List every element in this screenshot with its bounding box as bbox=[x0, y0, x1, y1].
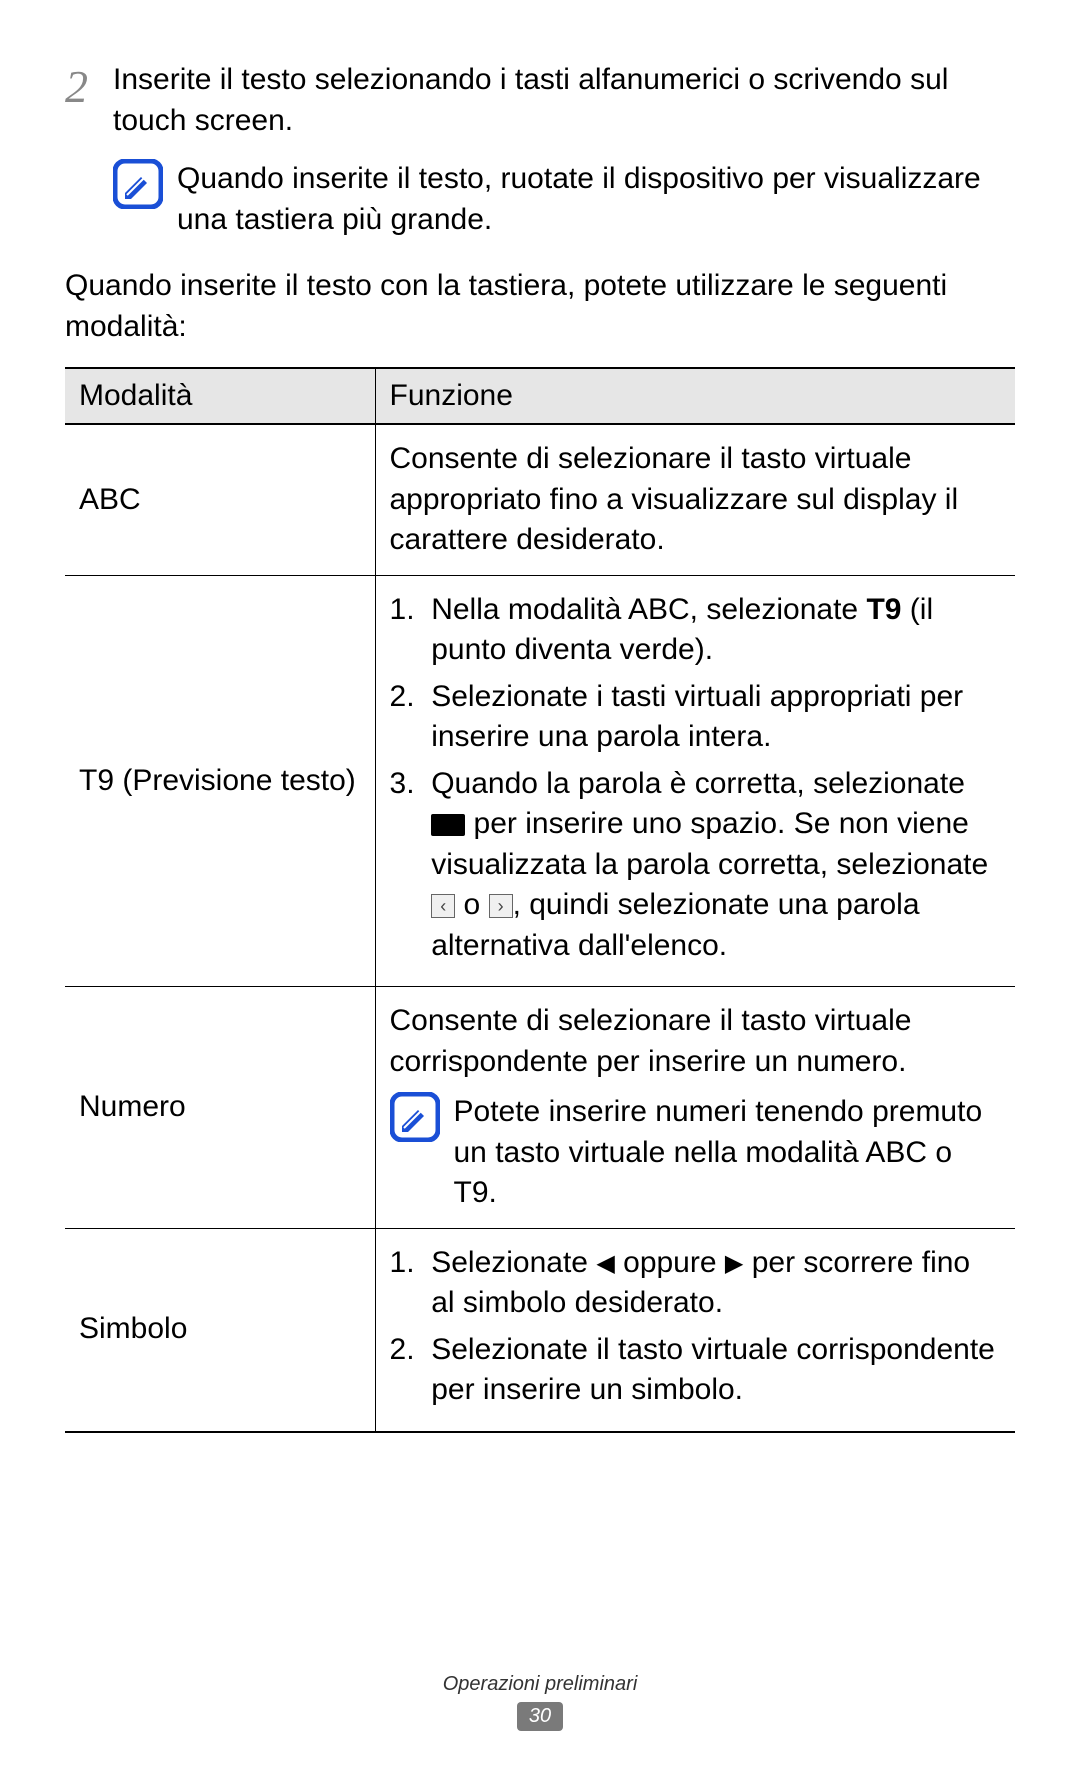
table-row: T9 (Previsione testo) Nella modalità ABC… bbox=[65, 575, 1015, 987]
list-item: Selezionate i tasti virtuali appropriati… bbox=[390, 677, 1002, 758]
page-footer: Operazioni preliminari 30 bbox=[0, 1673, 1080, 1731]
footer-section: Operazioni preliminari bbox=[0, 1673, 1080, 1696]
note-text: Quando inserite il testo, ruotate il dis… bbox=[177, 159, 1015, 240]
header-mode: Modalità bbox=[65, 368, 375, 424]
mode-cell: Simbolo bbox=[65, 1228, 375, 1432]
list-item: Nella modalità ABC, selezionate T9 (il p… bbox=[390, 590, 1002, 671]
next-key-icon: › bbox=[489, 894, 513, 918]
space-key-icon bbox=[431, 814, 465, 836]
table-row: Numero Consente di selezionare il tasto … bbox=[65, 987, 1015, 1229]
list-item: Selezionate il tasto virtuale corrispond… bbox=[390, 1330, 1002, 1411]
step-number: 2 bbox=[65, 60, 113, 110]
func-cell: Nella modalità ABC, selezionate T9 (il p… bbox=[375, 575, 1015, 987]
func-cell: Selezionate ◀ oppure ▶ per scorrere fino… bbox=[375, 1228, 1015, 1432]
intro-text: Quando inserite il testo con la tastiera… bbox=[65, 266, 1015, 347]
note-icon bbox=[390, 1092, 440, 1142]
func-cell: Consente di selezionare il tasto virtual… bbox=[375, 424, 1015, 575]
mode-cell: ABC bbox=[65, 424, 375, 575]
list-item: Selezionate ◀ oppure ▶ per scorrere fino… bbox=[390, 1243, 1002, 1324]
list-item: Quando la parola è corretta, selezionate… bbox=[390, 764, 1002, 967]
func-cell: Consente di selezionare il tasto virtual… bbox=[375, 987, 1015, 1229]
mode-cell: T9 (Previsione testo) bbox=[65, 575, 375, 987]
footer-page-number: 30 bbox=[517, 1702, 563, 1731]
prev-key-icon: ‹ bbox=[431, 894, 455, 918]
mode-cell: Numero bbox=[65, 987, 375, 1229]
note-block: Quando inserite il testo, ruotate il dis… bbox=[113, 159, 1015, 240]
step-text: Inserite il testo selezionando i tasti a… bbox=[113, 60, 1015, 141]
note-icon bbox=[113, 159, 163, 209]
table-row: ABC Consente di selezionare il tasto vir… bbox=[65, 424, 1015, 575]
inner-note: Potete inserire numeri tenendo premuto u… bbox=[390, 1092, 1002, 1214]
modes-table: Modalità Funzione ABC Consente di selezi… bbox=[65, 367, 1015, 1433]
header-function: Funzione bbox=[375, 368, 1015, 424]
table-row: Simbolo Selezionate ◀ oppure ▶ per scorr… bbox=[65, 1228, 1015, 1432]
numbered-step: 2 Inserite il testo selezionando i tasti… bbox=[65, 60, 1015, 141]
right-arrow-icon: ▶ bbox=[725, 1249, 743, 1276]
left-arrow-icon: ◀ bbox=[596, 1249, 614, 1276]
